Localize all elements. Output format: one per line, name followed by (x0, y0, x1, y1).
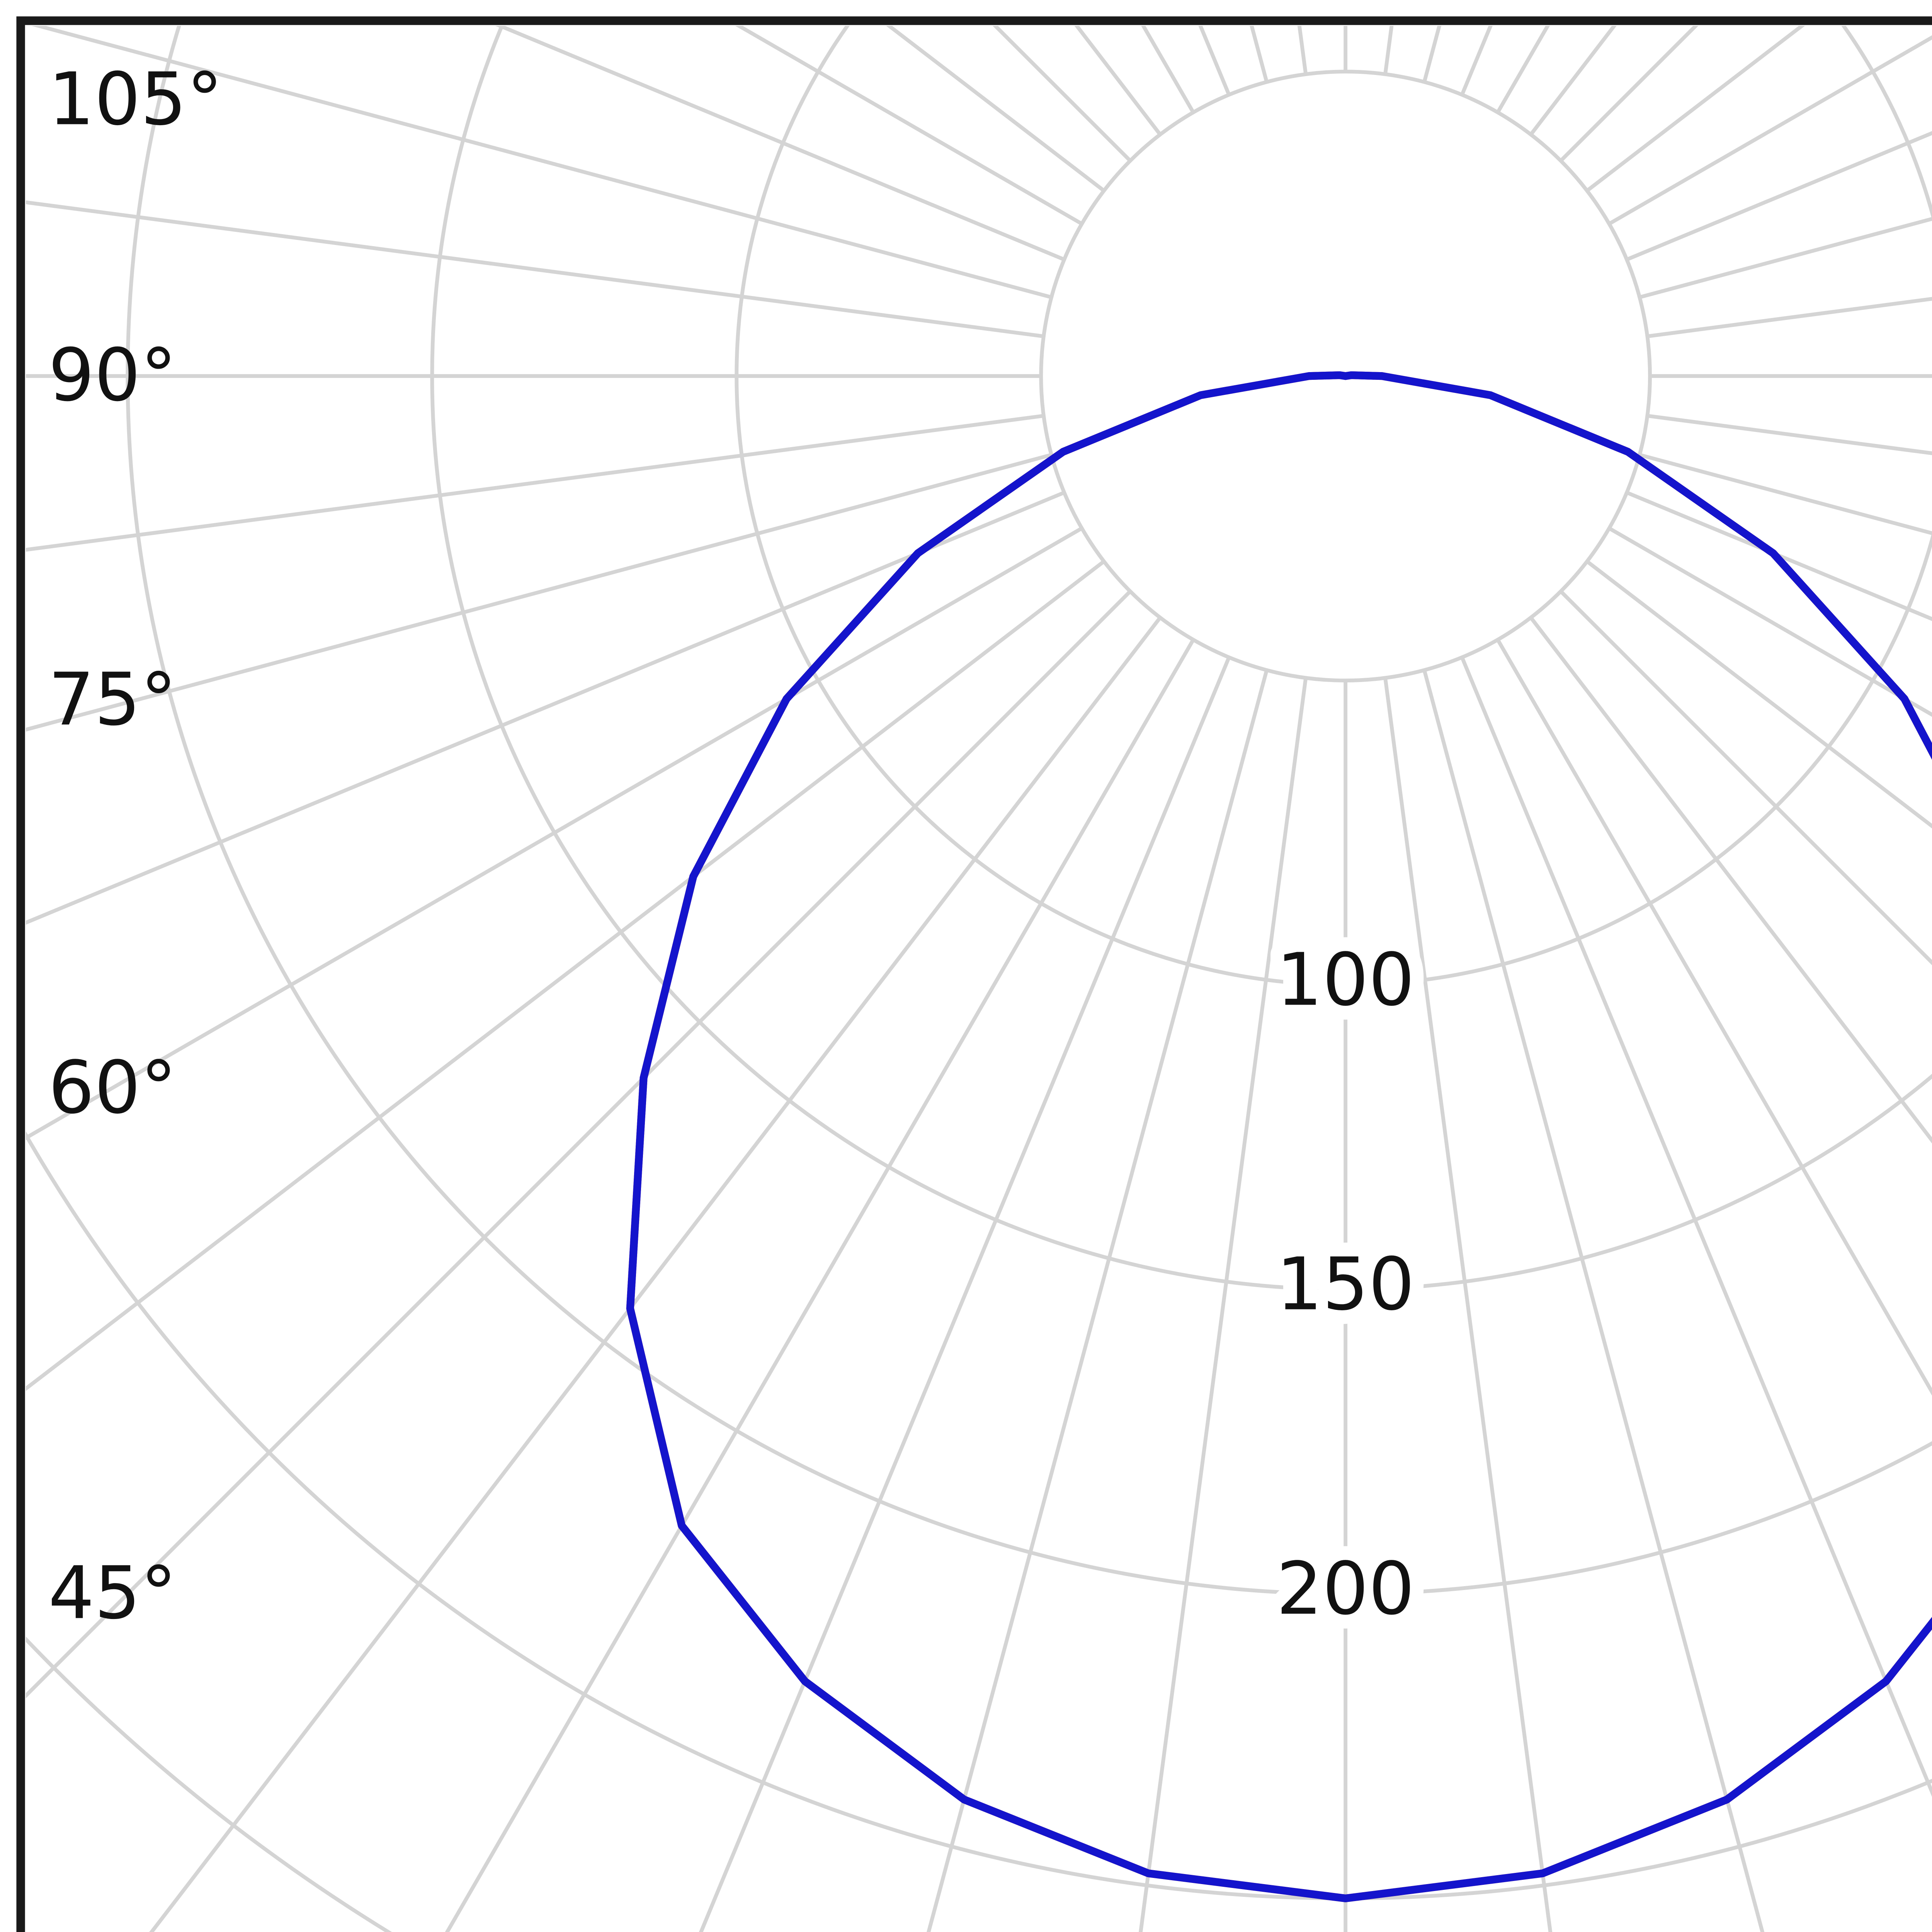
ring-label: 200 (1276, 1547, 1415, 1631)
grid-spoke (149, 616, 1162, 1932)
plot-frame (16, 16, 1932, 1932)
ring-label: 150 (1276, 1242, 1415, 1327)
grid-spoke (26, 560, 1105, 1391)
grid-spoke (26, 414, 1044, 552)
grid-spoke (26, 453, 1052, 732)
grid-spoke (495, 26, 1065, 262)
ring-label: 100 (1276, 938, 1415, 1022)
angle-labels: 0°15°15°30°30°45°45°60°60°75°75°90°90°10… (48, 57, 223, 1636)
angle-label: 90° (48, 333, 177, 418)
grid-spoke (1529, 616, 1932, 1144)
grid-spoke (1460, 656, 1932, 1797)
grid-spoke (1139, 677, 1308, 1932)
grid-spoke (927, 670, 1269, 1932)
grid-spoke (26, 590, 1132, 1699)
angle-label: 45° (48, 1551, 177, 1636)
grid-spoke (26, 526, 1083, 1140)
grid-spoke (31, 26, 1052, 299)
curve-c90-c270 (626, 371, 1932, 1902)
grid-spoke (1496, 639, 1932, 1396)
grid-spoke (1383, 677, 1553, 1932)
angle-label: 105° (48, 57, 223, 141)
angle-label: 60° (48, 1046, 177, 1130)
grid-spoke (26, 200, 1044, 338)
grid-spoke (699, 656, 1231, 1932)
grid-spoke (26, 491, 1065, 925)
angle-label: 75° (48, 658, 177, 742)
grid-spoke (445, 639, 1195, 1932)
grid-spoke (1422, 670, 1765, 1932)
ring-value-labels: 100150200300 (1262, 924, 1428, 1645)
intensity-curves (626, 371, 1932, 1902)
plot-background (20, 20, 1932, 1932)
